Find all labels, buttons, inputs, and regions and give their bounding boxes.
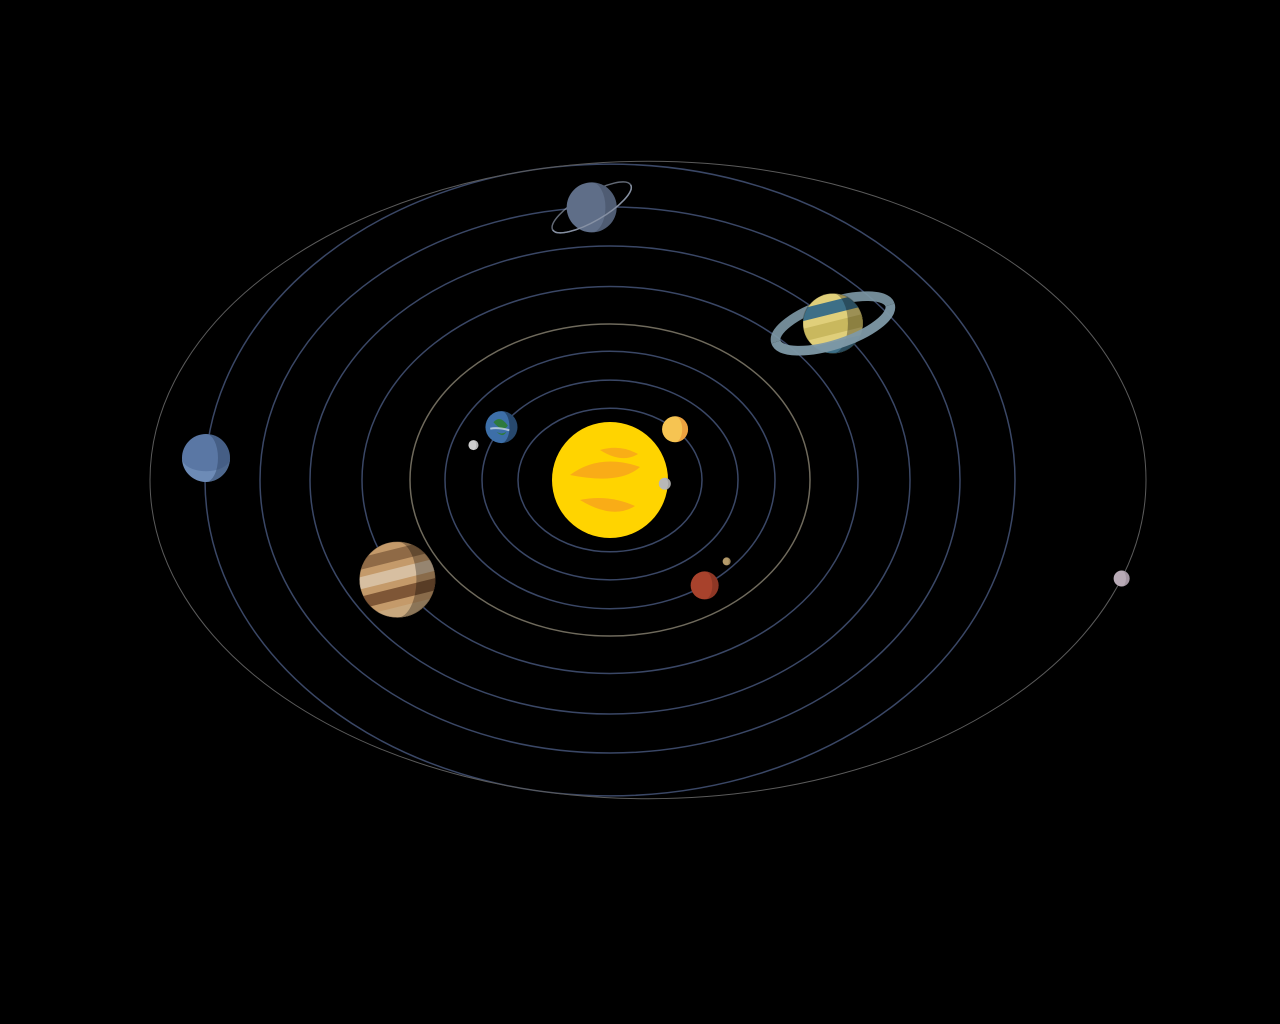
planet-mars — [691, 571, 719, 599]
solar-system-diagram — [0, 0, 1280, 1024]
planet-moon — [468, 440, 478, 450]
planet-mars-moon — [723, 557, 731, 565]
sun — [552, 422, 668, 538]
planet-mercury — [659, 478, 671, 490]
planet-venus — [662, 416, 688, 442]
planet-pluto — [1114, 570, 1130, 586]
planet-neptune — [182, 434, 230, 482]
planet-earth — [485, 411, 517, 443]
planet-saturn — [769, 285, 896, 362]
